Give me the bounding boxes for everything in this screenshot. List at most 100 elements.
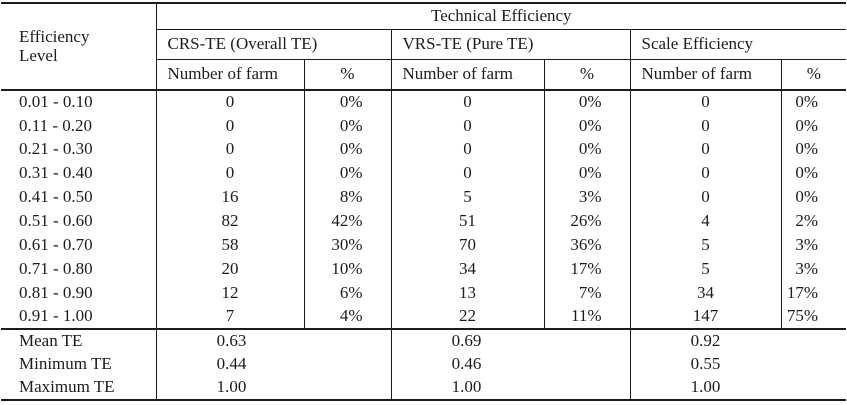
se-count-cell: 4 bbox=[629, 209, 781, 234]
table-row: 0.81 - 0.90 12 6% 13 7% 34 17% bbox=[1, 281, 847, 306]
se-min-cell: 0.55 bbox=[629, 352, 847, 377]
table-row: 0.11 - 0.20 0 0% 0 0% 0 0% bbox=[1, 113, 847, 138]
se-count-cell: 5 bbox=[629, 257, 781, 282]
vrs-count-cell: 0 bbox=[390, 90, 544, 114]
crs-min-cell: 0.44 bbox=[155, 352, 391, 377]
crs-pct-cell: 0% bbox=[303, 113, 391, 138]
se-count-cell: 0 bbox=[629, 161, 781, 186]
vrs-count-cell: 13 bbox=[390, 281, 544, 306]
vrs-mean-cell: 0.69 bbox=[390, 328, 630, 353]
vrs-count-cell: 5 bbox=[390, 185, 544, 210]
efficiency-level-cell: 0.71 - 0.80 bbox=[19, 258, 93, 278]
efficiency-level-cell: 0.51 - 0.60 bbox=[19, 211, 93, 231]
vrs-count-cell: 22 bbox=[390, 305, 544, 330]
summary-label: Mean TE bbox=[1, 328, 156, 353]
vrs-mean-value: 0.69 bbox=[451, 331, 482, 351]
table-row: 0.71 - 0.80 20 10% 34 17% 5 3% bbox=[1, 257, 847, 282]
crs-pct-cell: 4% bbox=[303, 305, 391, 330]
crs-count-cell: 0 bbox=[155, 137, 304, 162]
summary-row-mean: Mean TE 0.63 0.69 0.92 bbox=[1, 328, 847, 353]
crs-count-cell: 0 bbox=[155, 161, 304, 186]
se-mean-value: 0.92 bbox=[690, 331, 721, 351]
subheader-vrs-pct: % bbox=[543, 59, 630, 91]
vrs-count-cell: 34 bbox=[390, 257, 544, 282]
crs-pct-cell: 10% bbox=[303, 257, 391, 282]
vrs-count-cell: 0 bbox=[390, 113, 544, 138]
se-count-cell: 0 bbox=[629, 185, 781, 210]
subheader-crs-count: Number of farm bbox=[155, 59, 304, 91]
group-header-scale-efficiency: Scale Efficiency bbox=[629, 29, 847, 60]
se-mean-cell: 0.92 bbox=[629, 328, 847, 353]
efficiency-level-cell: 0.11 - 0.20 bbox=[19, 115, 93, 135]
se-pct-cell: 3% bbox=[780, 257, 847, 282]
efficiency-level-cell: 0.81 - 0.90 bbox=[19, 282, 93, 302]
se-count-cell: 0 bbox=[629, 90, 781, 114]
se-pct-cell: 0% bbox=[780, 113, 847, 138]
table-row: 0.31 - 0.40 0 0% 0 0% 0 0% bbox=[1, 161, 847, 186]
vrs-pct-cell: 11% bbox=[543, 305, 630, 330]
crs-count-cell: 12 bbox=[155, 281, 304, 306]
se-pct-cell: 75% bbox=[780, 305, 847, 330]
se-pct-cell: 0% bbox=[780, 137, 847, 162]
vrs-count-cell: 70 bbox=[390, 233, 544, 258]
group-header-crs-te: CRS-TE (Overall TE) bbox=[155, 29, 391, 60]
crs-pct-cell: 0% bbox=[303, 161, 391, 186]
crs-count-cell: 20 bbox=[155, 257, 304, 282]
se-min-value: 0.55 bbox=[690, 354, 721, 374]
vrs-min-value: 0.46 bbox=[451, 354, 482, 374]
crs-min-value: 0.44 bbox=[216, 354, 247, 374]
summary-row-minimum: Minimum TE 0.44 0.46 0.55 bbox=[1, 352, 847, 377]
vrs-pct-cell: 17% bbox=[543, 257, 630, 282]
crs-pct-cell: 0% bbox=[303, 90, 391, 114]
crs-pct-cell: 0% bbox=[303, 137, 391, 162]
crs-count-cell: 0 bbox=[155, 113, 304, 138]
se-count-cell: 0 bbox=[629, 113, 781, 138]
crs-max-cell: 1.00 bbox=[155, 376, 391, 400]
vrs-count-cell: 0 bbox=[390, 161, 544, 186]
table-row: 0.41 - 0.50 16 8% 5 3% 0 0% bbox=[1, 185, 847, 210]
efficiency-level-cell: 0.31 - 0.40 bbox=[19, 163, 93, 183]
row-header-line2: Level bbox=[19, 45, 58, 65]
se-count-cell: 5 bbox=[629, 233, 781, 258]
vrs-pct-cell: 0% bbox=[543, 161, 630, 186]
se-pct-cell: 3% bbox=[780, 233, 847, 258]
summary-row-maximum: Maximum TE 1.00 1.00 1.00 bbox=[1, 376, 847, 400]
efficiency-level-cell: 0.41 - 0.50 bbox=[19, 187, 93, 207]
vrs-pct-cell: 36% bbox=[543, 233, 630, 258]
se-pct-cell: 2% bbox=[780, 209, 847, 234]
crs-mean-cell: 0.63 bbox=[155, 328, 391, 353]
group-header-vrs-te: VRS-TE (Pure TE) bbox=[390, 29, 630, 60]
summary-label: Minimum TE bbox=[19, 354, 112, 374]
efficiency-level-cell: 0.21 - 0.30 bbox=[19, 139, 93, 159]
efficiency-level-cell: 0.01 - 0.10 bbox=[19, 92, 93, 112]
row-header-efficiency-level: Efficiency Level bbox=[1, 3, 156, 91]
se-max-cell: 1.00 bbox=[629, 376, 847, 400]
crs-pct-cell: 30% bbox=[303, 233, 391, 258]
se-count-cell: 0 bbox=[629, 137, 781, 162]
vrs-pct-cell: 0% bbox=[543, 113, 630, 138]
vrs-count-cell: 0 bbox=[390, 137, 544, 162]
crs-pct-cell: 8% bbox=[303, 185, 391, 210]
crs-pct-cell: 6% bbox=[303, 281, 391, 306]
efficiency-level-cell: 0.91 - 1.00 bbox=[19, 306, 93, 326]
table-row: 0.61 - 0.70 58 30% 70 36% 5 3% bbox=[1, 233, 847, 258]
crs-count-cell: 7 bbox=[155, 305, 304, 330]
se-count-cell: 34 bbox=[629, 281, 781, 306]
vrs-pct-cell: 3% bbox=[543, 185, 630, 210]
crs-count-cell: 16 bbox=[155, 185, 304, 210]
se-max-value: 1.00 bbox=[690, 377, 721, 397]
se-pct-cell: 17% bbox=[780, 281, 847, 306]
vrs-pct-cell: 26% bbox=[543, 209, 630, 234]
subheader-se-count: Number of farm bbox=[629, 59, 781, 91]
vrs-pct-cell: 0% bbox=[543, 137, 630, 162]
se-pct-cell: 0% bbox=[780, 161, 847, 186]
row-header-line1: Efficiency bbox=[19, 26, 90, 46]
se-pct-cell: 0% bbox=[780, 185, 847, 210]
vrs-pct-cell: 0% bbox=[543, 90, 630, 114]
se-count-cell: 147 bbox=[629, 305, 781, 330]
table-row: 0.91 - 1.00 7 4% 22 11% 147 75% bbox=[1, 305, 847, 330]
vrs-min-cell: 0.46 bbox=[390, 352, 630, 377]
subheader-crs-pct: % bbox=[303, 59, 391, 91]
